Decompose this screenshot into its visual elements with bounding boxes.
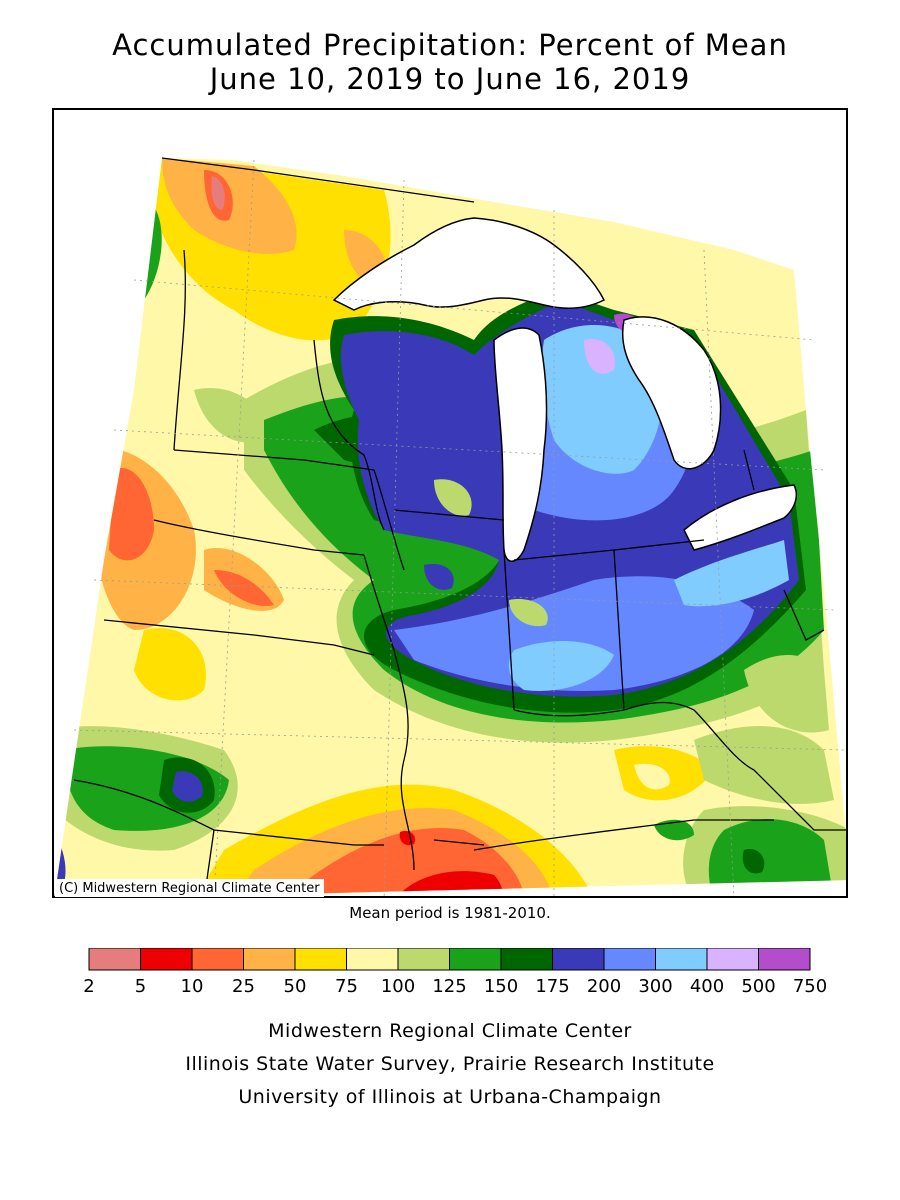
legend-swatch: [140, 948, 193, 971]
legend-tick-label: 10: [181, 976, 204, 997]
legend-tick-label: 2: [83, 976, 94, 997]
legend-swatch: [449, 948, 502, 971]
mean-period-note: Mean period is 1981-2010.: [349, 904, 551, 922]
map-title: Accumulated Precipitation: Percent of Me…: [112, 28, 788, 62]
legend-swatch: [706, 948, 759, 971]
map-date-range: June 10, 2019 to June 16, 2019: [209, 62, 691, 96]
legend-swatch: [758, 948, 811, 971]
legend-tick-label: 300: [638, 976, 672, 997]
color-legend: 2 5 10 25 50 75 100 125 150 175 200 300 400 500 750: [83, 948, 827, 997]
legend-swatch: [243, 948, 296, 971]
copyright-label: (C) Midwestern Regional Climate Center: [55, 879, 324, 897]
footer-survey: Illinois State Water Survey, Prairie Res…: [185, 1053, 715, 1075]
legend-swatch: [397, 948, 450, 971]
legend-swatch: [655, 948, 708, 971]
legend-tick-label: 150: [484, 976, 518, 997]
great-lakes: [332, 217, 797, 562]
legend-swatch: [191, 948, 244, 971]
legend-tick-label: 125: [432, 976, 466, 997]
legend-tick-label: 750: [793, 976, 827, 997]
legend-swatch: [294, 948, 347, 971]
legend-tick-label: 200: [587, 976, 621, 997]
legend-tick-label: 500: [741, 976, 775, 997]
legend-swatch: [552, 948, 605, 971]
legend-tick-label: 75: [335, 976, 358, 997]
legend-tick-label: 25: [232, 976, 255, 997]
footer-university: University of Illinois at Urbana-Champai…: [238, 1086, 662, 1108]
legend-tick-label: 175: [535, 976, 569, 997]
legend-tick-label: 50: [284, 976, 307, 997]
graticule: [73, 159, 845, 896]
precipitation-map: [54, 157, 846, 896]
state-boundaries: [73, 157, 846, 896]
legend-swatch: [603, 948, 656, 971]
legend-swatch: [500, 948, 553, 971]
legend-swatch: [88, 948, 141, 971]
legend-swatch: [346, 948, 399, 971]
legend-tick-label: 400: [690, 976, 724, 997]
footer-organization: Midwestern Regional Climate Center: [268, 1020, 632, 1042]
legend-tick-label: 5: [135, 976, 146, 997]
map-frame: [52, 108, 848, 898]
legend-tick-label: 100: [381, 976, 415, 997]
